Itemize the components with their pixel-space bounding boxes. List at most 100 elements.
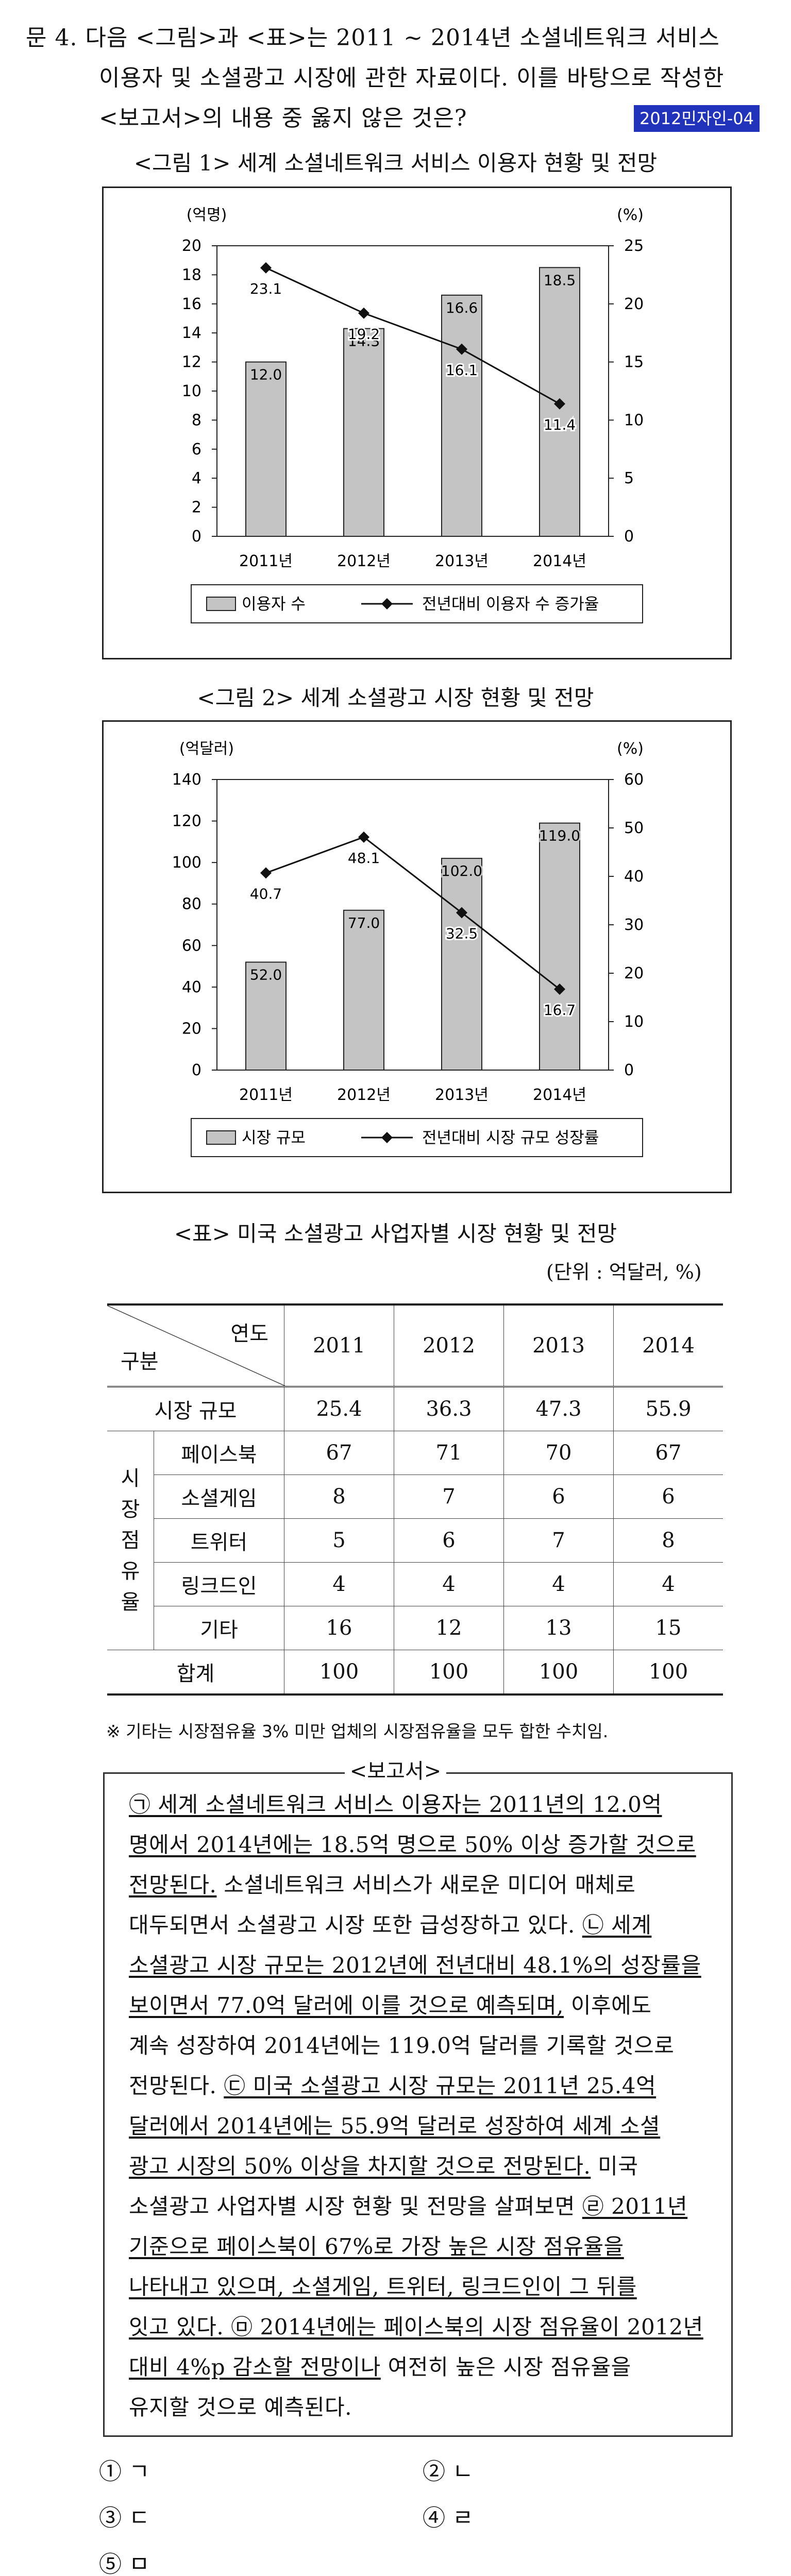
category-label: 2014년 [533, 1086, 586, 1104]
choice-2[interactable]: ② ㄴ [423, 2459, 474, 2485]
choice-1[interactable]: ① ㄱ [99, 2459, 150, 2485]
share-cell: 6 [503, 1475, 614, 1519]
report-line: 대두되면서 소셜광고 시장 또한 급성장하고 있다. ㉡ 세계 [129, 1914, 651, 1936]
report-text: 소셜네트워크 서비스가 새로운 미디어 매체로 [216, 1872, 636, 1897]
share-group-char: 점 [121, 1529, 140, 1552]
category-label: 2011년 [239, 1086, 293, 1104]
line-point-3 [456, 343, 467, 355]
left-axis-tick-label: 4 [192, 469, 201, 487]
total-label: 합계 [107, 1650, 284, 1696]
total-cell: 100 [503, 1650, 614, 1696]
report-title-wrap: <보고서> [0, 1759, 791, 1783]
legend-line-label: 전년대비 시장 규모 성장률 [422, 1129, 599, 1147]
line-value-label: 40.7 [250, 885, 282, 902]
report-line: 보이면서 77.0억 달러에 이를 것으로 예측되며, 이후에도 [129, 1995, 651, 2016]
bar-value-label: 16.6 [446, 299, 478, 316]
bar-value-label: 119.0 [539, 827, 580, 844]
report-underlined-d: 잇고 있다. [129, 2314, 231, 2340]
category-label: 2013년 [435, 552, 489, 570]
bar-value-label: 77.0 [348, 914, 380, 931]
line-point-2 [358, 307, 369, 319]
legend-bar-label: 시장 규모 [242, 1129, 306, 1147]
share-group-char: 율 [121, 1590, 140, 1614]
share-cell: 15 [613, 1606, 723, 1650]
report-text: 전망된다. [129, 2073, 224, 2098]
row-label: 링크드인 [154, 1562, 284, 1606]
figure1-title: <그림 1> 세계 소셜네트워크 서비스 이용자 현황 및 전망 [133, 150, 658, 176]
bar-value-label: 14.3 [348, 333, 380, 350]
category-label: 2014년 [533, 552, 586, 570]
report-line: ㉠ 세계 소셜네트워크 서비스 이용자는 2011년의 12.0억 [129, 1794, 662, 1816]
share-row: 소셜게임 8 7 6 6 [107, 1475, 723, 1519]
line-point-1 [260, 867, 272, 879]
line-value-label: 23.1 [250, 280, 282, 297]
line-point-3 [456, 907, 467, 919]
year-header: 2012 [394, 1303, 504, 1387]
left-axis-tick-label: 2 [192, 499, 201, 517]
line-value-label: 16.1 [446, 362, 478, 379]
right-axis-tick-label: 15 [624, 353, 644, 371]
left-axis-unit: (억달러) [179, 740, 234, 758]
legend-bar-swatch [206, 1130, 236, 1145]
question-number: 문 4. [26, 25, 78, 51]
choice-4[interactable]: ④ ㄹ [423, 2505, 474, 2531]
share-cell: 67 [613, 1431, 723, 1475]
total-cell: 100 [613, 1650, 723, 1696]
left-axis-tick-label: 40 [182, 978, 201, 996]
share-cell: 70 [503, 1431, 614, 1475]
right-axis-unit: (%) [617, 740, 644, 758]
report-text: 미국 [591, 2154, 638, 2179]
right-axis-tick-label: 40 [624, 868, 644, 886]
table-title: <표> 미국 소셜광고 사업자별 시장 현황 및 전망 [174, 1221, 617, 1246]
left-axis-tick-label: 140 [172, 771, 201, 789]
category-label: 2012년 [337, 552, 391, 570]
report-underlined-a: 명에서 2014년에는 18.5억 명으로 50% 이상 증가할 것으로 [129, 1832, 696, 1857]
year-header: 2011 [284, 1303, 394, 1387]
question-text-1: 다음 <그림>과 <표>는 2011 ~ 2014년 소셜네트워크 서비스 [85, 25, 720, 51]
left-axis-tick-label: 20 [182, 1020, 201, 1038]
right-axis-tick-label: 0 [624, 528, 634, 546]
year-header: 2013 [503, 1303, 614, 1387]
share-cell: 16 [284, 1606, 394, 1650]
share-row: 기타 16 12 13 15 [107, 1606, 723, 1650]
right-axis-tick-label: 60 [624, 771, 644, 789]
share-cell: 67 [284, 1431, 394, 1475]
report-underlined-d: ㉣ 2011년 [582, 2194, 688, 2219]
share-cell: 6 [613, 1475, 723, 1519]
choice-5[interactable]: ⑤ ㅁ [99, 2551, 150, 2576]
category-label: 2013년 [435, 1086, 489, 1104]
market-size-label: 시장 규모 [107, 1386, 284, 1431]
total-cell: 100 [394, 1650, 504, 1696]
share-group-char: 유 [121, 1560, 140, 1583]
line-series [265, 836, 560, 990]
line-value-label: 19.2 [348, 326, 380, 343]
figure1-frame: (억명) (%) 0 2 4 6 8 10 12 14 16 18 20 0 5 10 15 20 25 12.0 14… [102, 187, 732, 659]
market-size-row: 시장 규모 25.4 36.3 47.3 55.9 [107, 1386, 723, 1431]
share-group-char: 시 [121, 1467, 140, 1490]
share-cell: 8 [613, 1518, 723, 1563]
figure1-chart: (억명) (%) 0 2 4 6 8 10 12 14 16 18 20 0 5 10 15 20 25 12.0 14… [182, 206, 644, 623]
left-axis-tick-label: 18 [182, 266, 201, 284]
share-cell: 13 [503, 1606, 614, 1650]
legend-line-label: 전년대비 이용자 수 증가율 [422, 595, 599, 614]
choice-3[interactable]: ③ ㄷ [99, 2505, 150, 2531]
figure2-title: <그림 2> 세계 소셜광고 시장 현황 및 전망 [197, 685, 594, 710]
line-point-1 [260, 262, 272, 274]
report-underlined-c: ㉢ 미국 소셜광고 시장 규모는 2011년 25.4억 [224, 2073, 657, 2098]
left-axis-tick-label: 60 [182, 937, 201, 955]
right-axis-tick-label: 10 [624, 411, 644, 429]
left-axis-tick-label: 12 [182, 353, 201, 371]
report-line: 기준으로 페이스북이 67%로 가장 높은 시장 점유율을 [129, 2236, 624, 2258]
share-cell: 4 [613, 1562, 723, 1606]
report-underlined-e: ㉤ 2014년에는 페이스북의 시장 점유율이 2012년 [231, 2314, 703, 2340]
row-label: 소셜게임 [154, 1475, 284, 1519]
report-underlined-b: ㉡ 세계 [582, 1912, 652, 1938]
report-text: 대두되면서 소셜광고 시장 또한 급성장하고 있다. [129, 1912, 582, 1938]
report-text: 여전히 높은 시장 점유율을 [380, 2354, 631, 2380]
legend-line-marker [381, 598, 393, 609]
share-cell: 7 [394, 1475, 504, 1519]
share-cell: 71 [394, 1431, 504, 1475]
line-value-label: 48.1 [348, 850, 380, 867]
left-axis-tick-label: 100 [172, 854, 201, 872]
report-line: 소셜광고 사업자별 시장 현황 및 전망을 살펴보면 ㉣ 2011년 [129, 2196, 687, 2217]
